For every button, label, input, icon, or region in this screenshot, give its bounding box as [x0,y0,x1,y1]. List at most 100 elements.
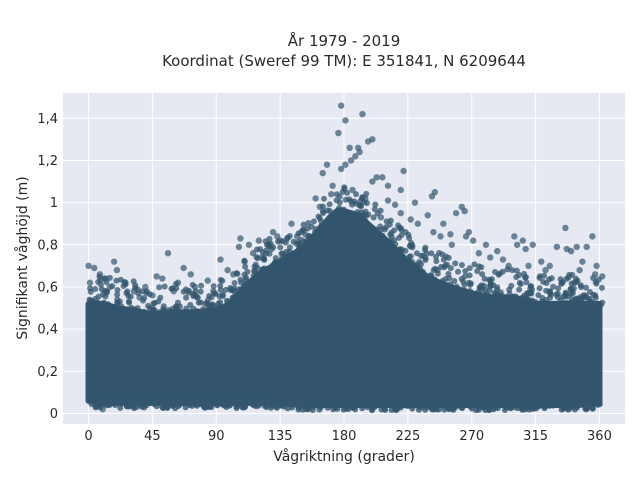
data-point [531,304,538,311]
data-point [524,289,531,296]
data-point [386,237,393,244]
outlier-point [486,254,494,261]
data-point [340,206,347,213]
data-point [447,265,454,272]
outlier-point [562,224,569,232]
data-point [517,298,524,305]
data-point [430,267,437,274]
data-point [296,240,303,247]
data-point [391,227,398,234]
data-point [419,268,426,275]
outlier-point [323,161,331,168]
data-point [492,269,499,276]
x-axis-ticks: 0 45 90 135 180 225 270 315 360 [84,429,611,444]
data-point [494,404,501,411]
data-point [386,244,393,251]
data-point [118,303,125,310]
x-tick-label-0: 0 [84,429,92,444]
x-tick-label-2: 90 [208,429,225,444]
data-point [237,276,244,283]
data-point [251,263,258,270]
data-point [200,312,207,319]
data-point [475,406,482,413]
data-point [441,406,448,413]
x-tick-label-6: 270 [459,429,484,444]
outlier-point [187,271,194,278]
data-point [134,305,141,312]
data-point [543,304,550,311]
data-point [259,249,266,256]
data-point [553,291,560,298]
data-point [487,283,494,290]
data-point [317,217,324,224]
data-point [143,312,150,319]
data-point [536,274,543,281]
data-point [214,402,221,409]
data-point [249,401,256,408]
outlier-point [86,279,94,286]
data-point [543,280,550,287]
data-point [408,239,415,246]
outlier-point [522,245,529,253]
data-point [598,284,605,291]
data-point [502,294,509,301]
data-point [231,280,238,287]
data-point [466,272,473,279]
outlier-point [249,250,257,257]
outlier-point [255,237,263,244]
data-point [319,208,326,215]
data-point [131,405,138,412]
outlier-point [428,193,436,200]
data-point [452,260,459,267]
data-point [286,244,293,251]
outlier-point [149,292,156,299]
data-point [523,296,530,303]
outlier-point [525,262,532,270]
data-point [402,259,409,266]
data-point [353,191,360,198]
data-point [460,278,467,285]
data-point [565,274,572,281]
x-tick-label-3: 135 [268,429,293,444]
outlier-point [599,273,606,280]
data-point [475,263,482,270]
data-point [114,286,121,293]
data-point [589,299,596,306]
data-point [480,402,487,409]
data-point [200,305,207,312]
data-point [466,265,473,272]
data-point [398,248,405,255]
data-point [255,402,262,409]
outlier-point [347,157,355,164]
data-point [92,285,99,292]
x-tick-label-5: 225 [395,429,420,444]
data-point [474,268,481,275]
outlier-point [437,233,444,240]
data-point [178,400,185,407]
data-point [383,224,390,231]
outlier-point [319,169,326,177]
outlier-point [329,182,336,189]
data-point [529,297,536,304]
data-point [455,290,462,297]
data-point [149,305,156,312]
data-point [176,312,183,319]
data-point [273,403,280,410]
data-point [383,218,390,225]
data-point [308,223,315,230]
data-point [569,290,576,297]
outlier-point [337,165,345,173]
outlier-point [170,287,177,295]
data-point [224,306,231,313]
data-point [425,279,432,286]
outlier-point [448,241,456,248]
data-point [440,284,447,291]
outlier-point [591,271,599,278]
data-point [183,305,190,312]
outlier-point [306,237,314,244]
data-point [379,238,386,245]
outlier-point [241,258,248,265]
data-point [165,306,172,313]
outlier-point [369,178,376,185]
outlier-point [337,102,345,109]
